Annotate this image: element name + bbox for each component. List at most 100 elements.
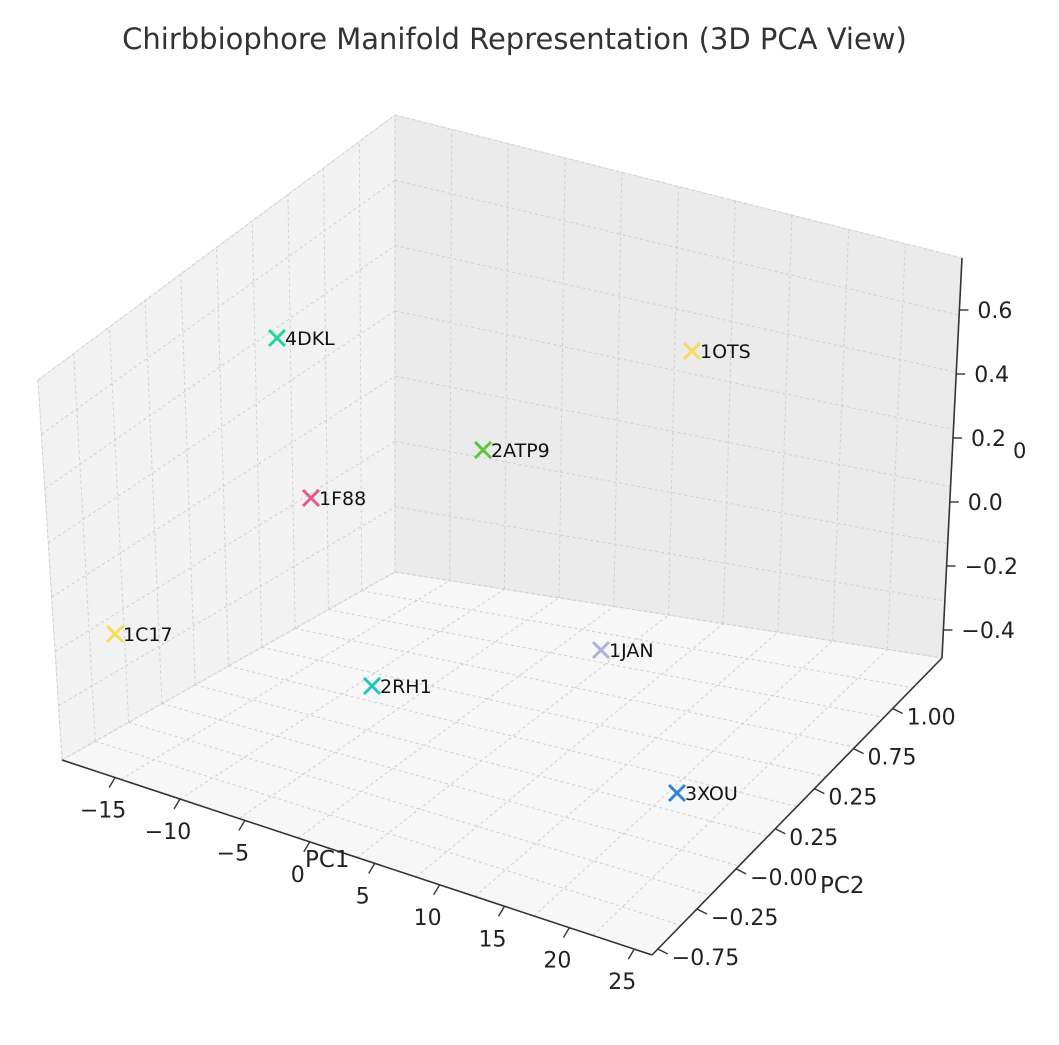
right-pane-grid-line [613,172,623,607]
x-tick [238,820,246,831]
z-tick-label: 0.4 [974,363,1009,388]
right-pane-grid-line [394,114,963,259]
floor-grid-line [95,740,682,926]
left-pane-grid-line [358,141,363,591]
left-pane-grid-line [54,441,396,652]
data-point-4dkl: 4DKL [267,328,335,350]
left-pane-grid-line [51,375,396,598]
marker-x [473,440,493,460]
point-label: 3XOU [685,783,738,805]
right-pane-grid-line [394,179,960,316]
x-axis-label: PC1 [305,847,350,873]
y-tick [774,828,786,835]
data-point-2atp9: 2ATP9 [473,440,550,462]
marker-x [301,488,321,508]
x-tick-label: 0 [291,863,305,888]
x-tick-label: −10 [145,820,191,845]
floor-grid-line [120,580,450,780]
point-label: 2ATP9 [491,440,550,462]
floor-grid-line [533,640,833,917]
data-point-1f88: 1F88 [301,488,366,510]
z-tick-label: 0.6 [977,299,1012,324]
right-pane-grid-line [886,243,906,650]
y-tick [657,948,669,955]
z-tick-label: 0.2 [971,427,1006,452]
back-right-pane [394,114,963,659]
right-pane-grid-line [394,375,951,488]
marker-x [682,341,702,361]
tick-marks [108,309,969,960]
y-tick-label: −0.00 [750,866,817,891]
y-tick-label: −0.75 [672,946,739,971]
x-tick-label: −15 [80,799,126,824]
left-pane-grid-line [251,220,263,648]
right-pane-grid-line [722,200,736,624]
point-label: 2RH1 [380,676,432,698]
floor-grid-line [161,703,740,867]
right-pane-grid-line [558,157,566,598]
x-tick [108,777,116,788]
data-point-1ots: 1OTS [682,341,751,363]
y-tick-label: 1.00 [907,705,956,730]
left-pane-grid-line [44,245,396,489]
y-axis-line [651,657,943,956]
left-pane-grid-line [287,194,296,629]
x-tick [497,905,506,917]
point-label: 4DKL [285,328,335,350]
tick-labels: −15 −10 −5 0 5 10 15 20 25 −0.75 −0.25 −0.00 0.25 0.2… [80,299,1018,995]
marker-x [267,328,287,348]
x-tick [432,884,441,896]
floor-grid-line [128,721,711,897]
z-tick-label: 0.0 [968,491,1003,516]
floor-grid-line [592,649,888,936]
right-pane-grid-line [394,310,954,430]
z-tick-label: −0.2 [965,555,1018,580]
left-pane-grid-line [323,167,329,610]
y-tick [853,747,864,755]
z-axis-line [941,257,963,659]
left-pane-grid-line [73,353,96,742]
floor-grid-line [415,623,724,878]
left-pane-grid-line [180,273,196,685]
y-tick-label: −0.25 [711,906,778,931]
right-pane-grid-line [832,229,850,641]
data-points: 4DKL 1OTS 2ATP9 1F88 1C17 1JAN 2RH1 3XOU [105,328,751,805]
data-point-2rh1: 2RH1 [362,676,432,698]
y-tick-label: 0.25 [789,826,838,851]
y-tick [892,707,904,715]
floor-grid-line [297,605,615,839]
x-tick-label: 15 [479,927,507,952]
left-pane-grid-line [58,506,396,707]
left-pane-grid-line [37,114,396,381]
marker-x [105,624,125,644]
point-label: 1OTS [700,341,751,363]
x-tick [173,798,181,810]
right-pane-grid-line [394,571,943,659]
right-pane-grid-line [394,440,948,545]
point-label: 1JAN [609,640,654,662]
left-pane-grid-line [41,179,396,435]
x-tick-label: 20 [543,949,571,974]
floor-grid-line [228,665,798,807]
right-pane-grid-line [394,506,945,602]
data-point-3xou: 3XOU [667,783,738,805]
y-tick [735,868,747,875]
x-tick-label: 5 [356,884,370,909]
y-axis-label: PC2 [820,873,865,899]
floor-grid-line [261,646,827,778]
x-tick [562,927,571,939]
axis-panes [37,114,963,956]
x-tick [627,948,635,960]
left-pane-grid-line [216,247,229,667]
marker-x [591,640,611,660]
marker-x [362,676,382,696]
x-tick [368,862,376,874]
floor-grid-line [294,627,856,748]
x-tick-label: −5 [217,841,249,866]
y-tick-label: 0.25 [828,786,877,811]
left-pane-grid-line [144,300,163,704]
x-tick-label: 25 [608,970,636,995]
z-axis-label: 0 [1013,439,1026,463]
point-label: 1F88 [319,488,366,510]
